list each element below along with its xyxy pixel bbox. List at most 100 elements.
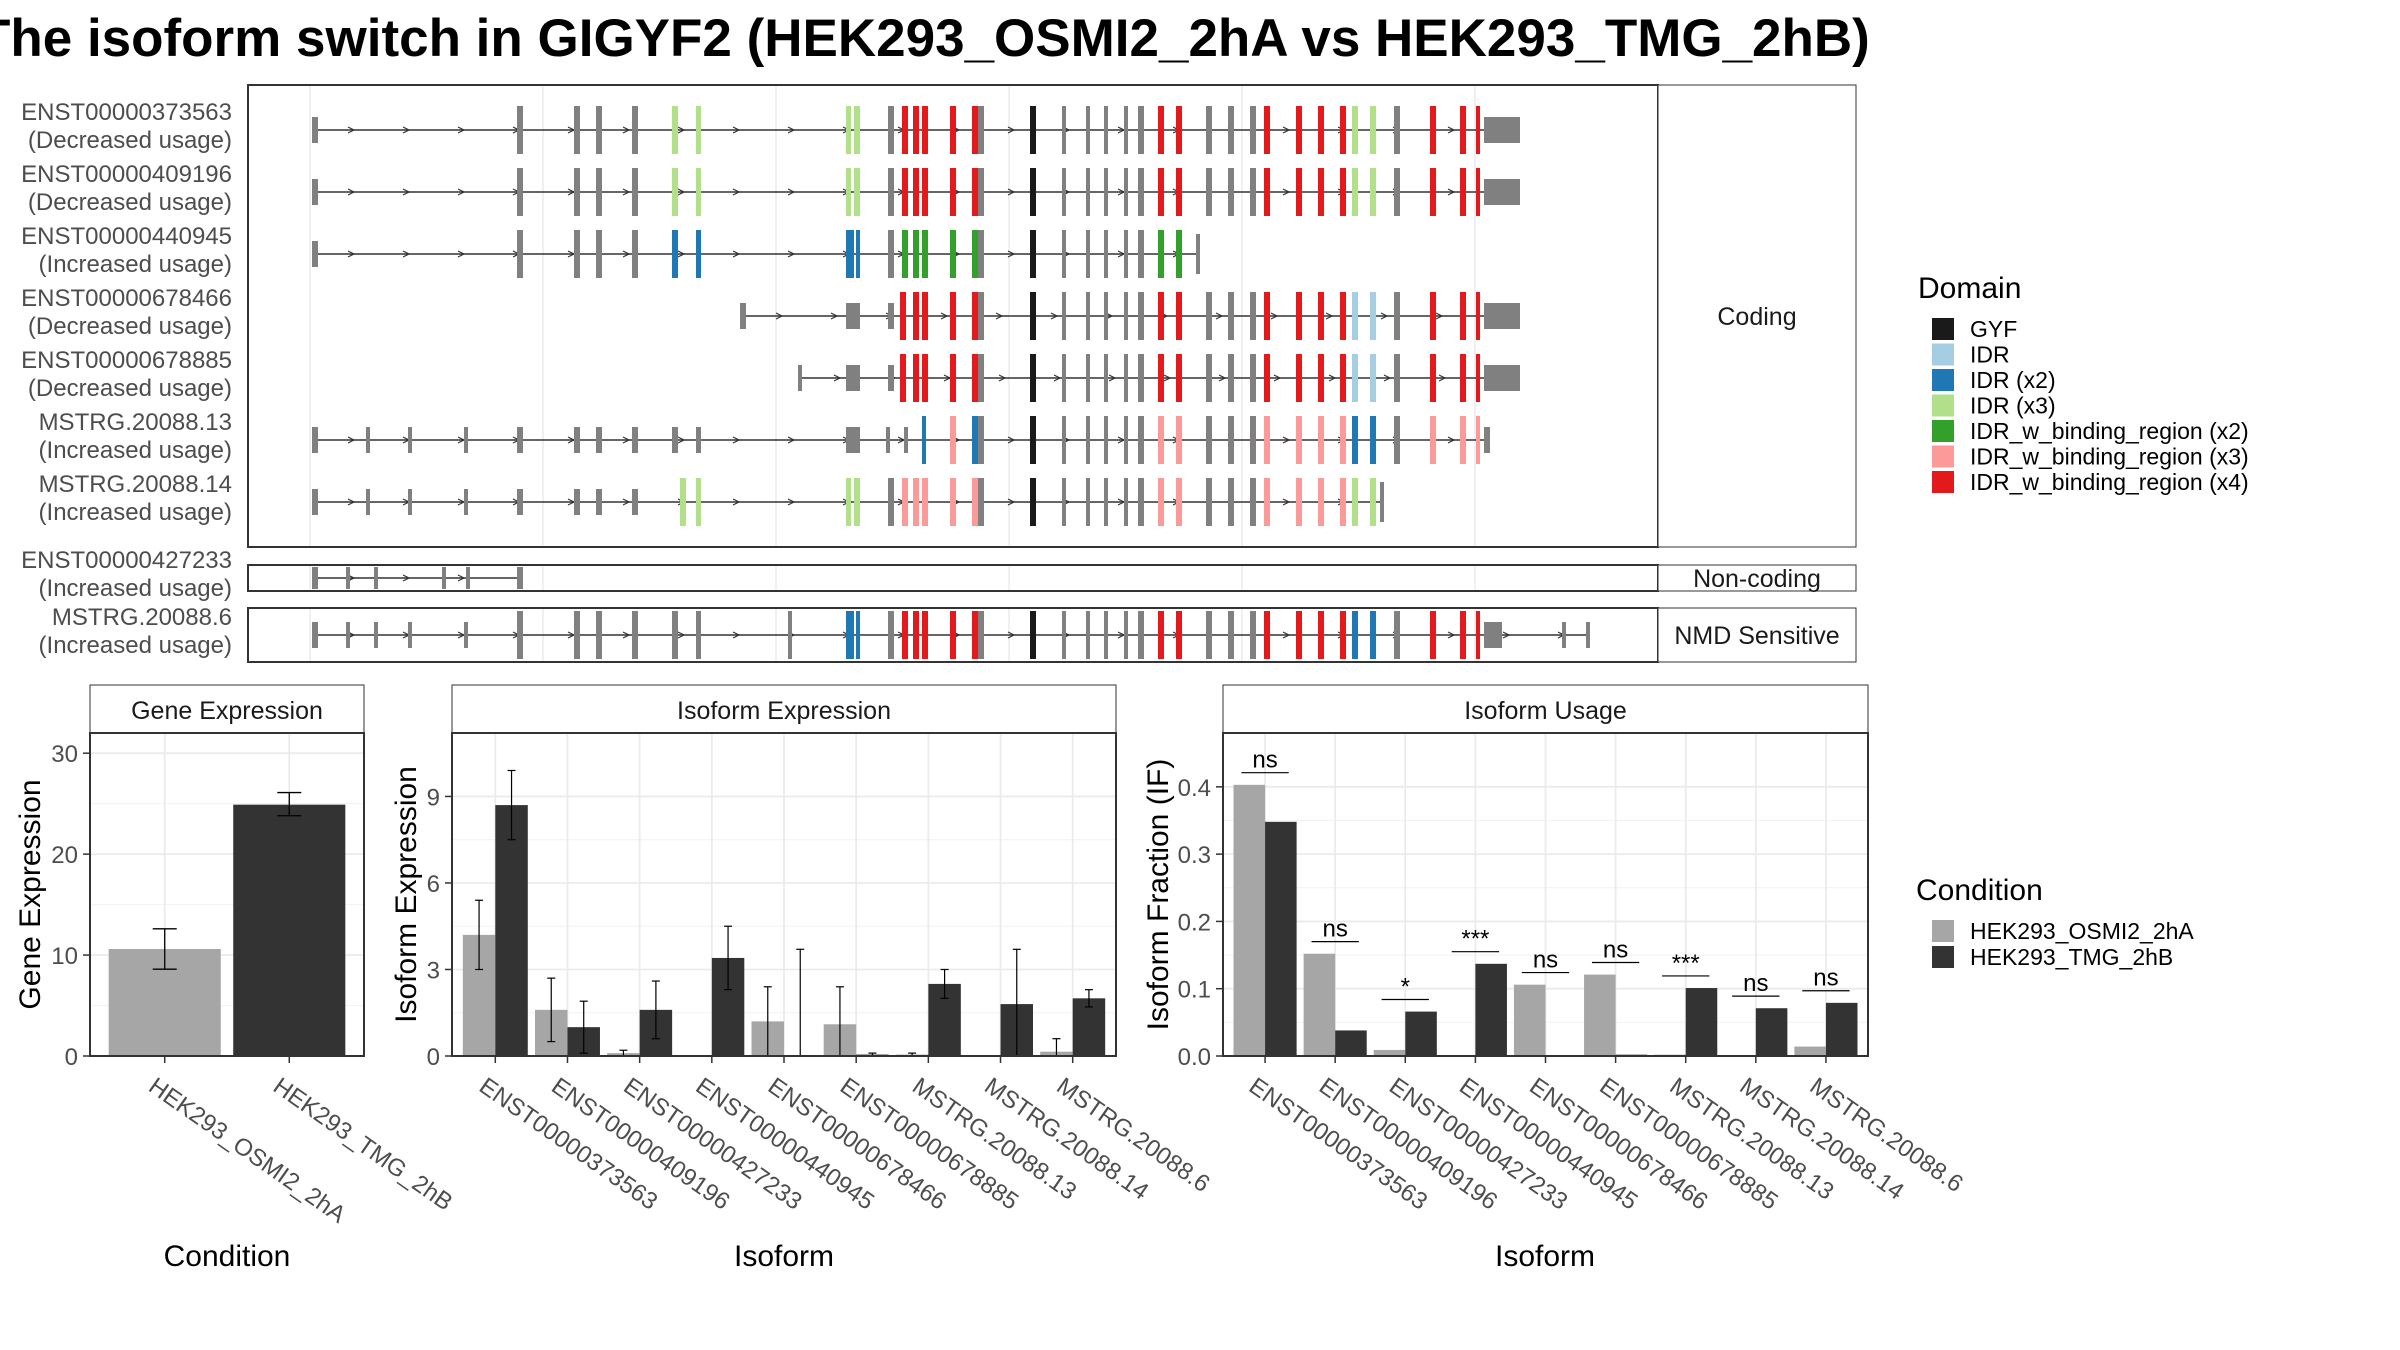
exon-block: [1394, 354, 1400, 402]
exon-block: [846, 230, 854, 278]
exon-block: [846, 365, 860, 391]
x-axis-title: Isoform: [734, 1240, 834, 1273]
direction-arrow: [1438, 374, 1447, 382]
direction-arrow: [995, 312, 1004, 320]
exon-block: [846, 106, 851, 154]
exon-block: [574, 230, 580, 278]
bar-osmi2: [1584, 974, 1616, 1056]
exon-block: [972, 106, 978, 154]
direction-arrow: [402, 126, 411, 134]
exon-block: [596, 106, 602, 154]
y-axis-title: Gene Expression: [14, 779, 47, 1009]
direction-arrow: [622, 498, 631, 506]
direction-arrow: [677, 631, 686, 639]
exon-block: [886, 427, 890, 453]
exon-block: [950, 106, 956, 154]
direction-arrow: [1447, 188, 1456, 196]
exon-block: [1460, 106, 1466, 154]
exon-block: [1124, 168, 1128, 216]
y-tick-label: 0.1: [1178, 977, 1211, 1004]
exon-block: [672, 168, 678, 216]
strip-label: Non-coding: [1693, 565, 1821, 593]
transcript-row: ENST00000427233(Increased usage): [21, 547, 523, 602]
exon-block: [1228, 416, 1234, 464]
exon-block: [1176, 230, 1182, 278]
transcript-row: MSTRG.20088.6(Increased usage): [39, 604, 1590, 659]
exon-block: [1228, 168, 1234, 216]
exon-block: [972, 230, 978, 278]
exon-block: [1104, 354, 1108, 402]
exon-block: [1228, 106, 1234, 154]
exon-block: [922, 354, 928, 402]
exon-block: [1340, 106, 1346, 154]
exon-block: [1158, 168, 1164, 216]
exon-block: [442, 567, 446, 589]
exon-block: [346, 567, 350, 589]
direction-arrow: [677, 188, 686, 196]
exon-block: [1158, 478, 1164, 526]
exon-block: [374, 622, 378, 648]
exon-block: [1138, 354, 1144, 402]
bar-tmg: [1755, 1008, 1788, 1056]
direction-arrow: [833, 374, 842, 382]
direction-arrow: [998, 374, 1007, 382]
exon-block: [978, 416, 984, 464]
exon-block: [950, 611, 956, 659]
exon-block: [632, 230, 638, 278]
exon-block: [672, 230, 678, 278]
y-axis-title: Isoform Fraction (IF): [1142, 759, 1175, 1031]
exon-block: [1340, 478, 1346, 526]
direction-arrow: [1380, 312, 1389, 320]
exon-block: [972, 168, 978, 216]
exon-block: [1340, 416, 1346, 464]
direction-arrow: [732, 250, 741, 258]
exon-block: [517, 567, 523, 589]
exon-block: [1158, 354, 1164, 402]
exon-block: [846, 303, 860, 329]
transcript-row: ENST00000373563(Decreased usage): [21, 99, 1520, 154]
exon-block: [312, 622, 318, 648]
exon-block: [1206, 292, 1212, 340]
exon-block: [1176, 354, 1182, 402]
domain-legend-label: IDR_w_binding_region (x3): [1970, 444, 2249, 470]
condition-legend-swatch: [1932, 920, 1954, 942]
exon-block: [1104, 106, 1108, 154]
domain-legend-label: IDR (x2): [1970, 367, 2056, 393]
exon-block: [1460, 416, 1466, 464]
exon-block: [1476, 106, 1480, 154]
exon-block: [1030, 478, 1036, 526]
transcript-usage-label: (Increased usage): [39, 632, 232, 659]
exon-block: [680, 478, 686, 526]
domain-legend-swatch: [1932, 445, 1954, 468]
strip-box: [1657, 564, 1857, 592]
exon-block: [1124, 416, 1128, 464]
bar-tmg: [1685, 988, 1718, 1056]
exon-block: [1124, 478, 1128, 526]
exon-block: [574, 168, 580, 216]
exon-block: [1460, 168, 1466, 216]
exon-block: [696, 478, 701, 526]
exon-block: [1476, 354, 1480, 402]
significance-label: ns: [1252, 747, 1277, 774]
y-tick-label: 0: [427, 1044, 440, 1071]
exon-block: [1352, 354, 1358, 402]
bar-tmg: [1265, 821, 1297, 1056]
exon-block: [632, 427, 638, 453]
exon-block: [888, 168, 894, 216]
strip-box: [1657, 607, 1857, 663]
domain-legend-swatch: [1932, 471, 1954, 493]
bar-tmg: [1335, 1030, 1367, 1056]
exon-block: [950, 416, 956, 464]
exon-block: [596, 611, 602, 659]
direction-arrow: [775, 312, 784, 320]
exon-block: [464, 427, 468, 453]
exon-block: [1176, 168, 1182, 216]
transcript-id-label: ENST00000427233: [21, 547, 232, 574]
exon-block: [1484, 117, 1520, 143]
direction-arrow: [457, 188, 466, 196]
exon-block: [1296, 611, 1302, 659]
exon-block: [1176, 106, 1182, 154]
significance-label: ***: [1461, 926, 1489, 953]
